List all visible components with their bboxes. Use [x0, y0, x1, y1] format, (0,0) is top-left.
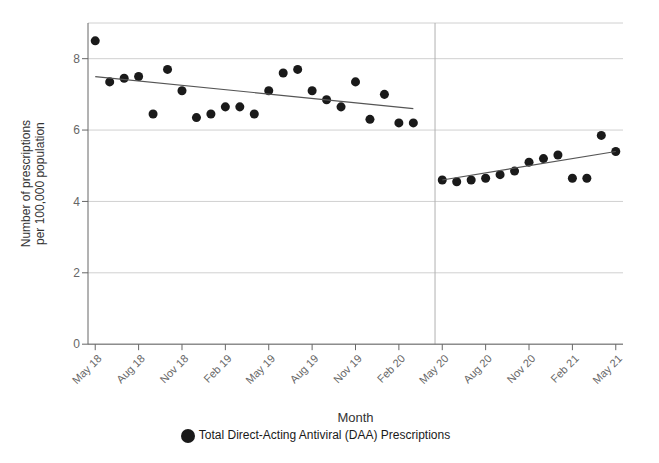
svg-text:Month: Month [337, 410, 373, 425]
svg-text:May 21: May 21 [590, 352, 624, 386]
svg-text:Number of prescriptionsper 100: Number of prescriptionsper 100,000 popul… [19, 120, 47, 247]
svg-text:Aug 19: Aug 19 [287, 352, 320, 385]
svg-text:8: 8 [73, 52, 80, 66]
svg-text:Feb 19: Feb 19 [201, 352, 234, 385]
svg-text:May 18: May 18 [70, 352, 104, 386]
svg-text:Aug 20: Aug 20 [461, 352, 494, 385]
svg-text:May 20: May 20 [417, 352, 451, 386]
svg-text:6: 6 [73, 123, 80, 137]
svg-text:Aug 18: Aug 18 [114, 352, 147, 385]
svg-text:0: 0 [73, 337, 80, 351]
svg-text:May 19: May 19 [243, 352, 277, 386]
html-text:Total Direct-Acting Antiviral: Total Direct-Acting Antiviral (DAA) Pres… [198, 428, 451, 443]
svg-text:Nov 20: Nov 20 [504, 352, 537, 385]
svg-text:2: 2 [73, 266, 80, 280]
svg-text:Nov 18: Nov 18 [157, 352, 190, 385]
svg-text:4: 4 [73, 195, 80, 209]
svg-text:Nov 19: Nov 19 [331, 352, 364, 385]
svg-text:Feb 20: Feb 20 [375, 352, 408, 385]
svg-text:Feb 21: Feb 21 [548, 352, 581, 385]
